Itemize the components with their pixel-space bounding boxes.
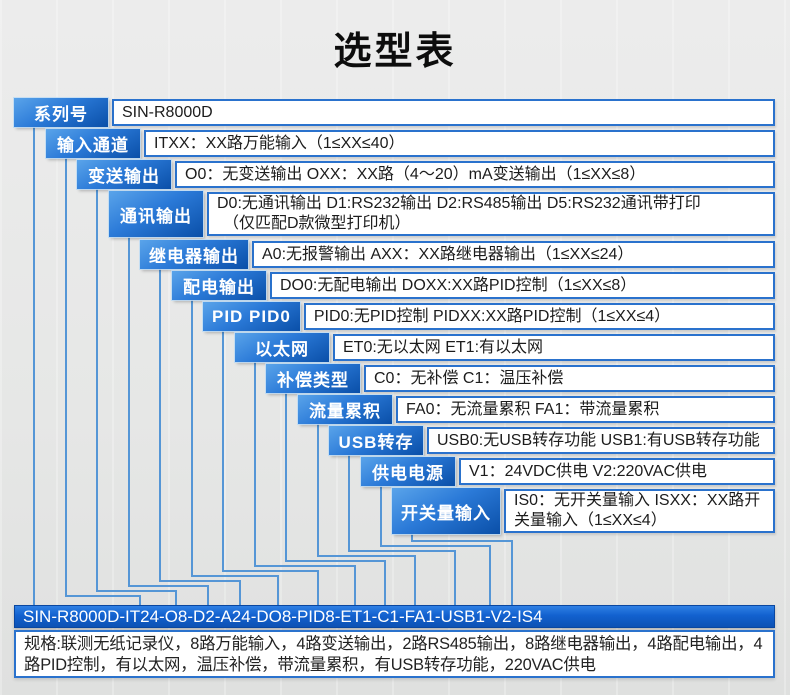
option-row-content-line1: ITXX：XX路万能输入（1≤XX≤40） <box>154 134 405 152</box>
option-row-label: 变送输出 <box>77 160 171 189</box>
option-row-content-line1: DO0:无配电输出 DOXX:XX路PID控制（1≤XX≤8） <box>280 276 637 294</box>
option-row-label: PID PID0 <box>203 302 300 331</box>
option-row-content-line1: PID0:无PID控制 PIDXX:XX路PID控制（1≤XX≤4） <box>313 307 671 325</box>
option-row-content-line1: IS0：无开关量输入 ISXX：XX路开关量输入（1≤XX≤4） <box>514 492 761 529</box>
option-row-label: USB转存 <box>329 426 423 455</box>
option-row: 流量累积 FA0：无流量累积 FA1：带流量累积 <box>298 395 775 424</box>
connector-line <box>254 360 356 607</box>
option-row-content-line1: O0：无变送输出 OXX：XX路（4～20）mA变送输出（1≤XX≤8） <box>185 165 646 183</box>
option-row-label: 开关量输入 <box>392 488 500 534</box>
option-row: 以太网 ET0:无以太网 ET1:有以太网 <box>235 333 775 362</box>
option-row-label: 配电输出 <box>172 271 266 300</box>
option-row-content: A0:无报警输出 AXX：XX路继电器输出（1≤XX≤24） <box>252 241 775 268</box>
option-row-content: O0：无变送输出 OXX：XX路（4～20）mA变送输出（1≤XX≤8） <box>175 161 775 188</box>
option-row: 供电电源 V1：24VDC供电 V2:220VAC供电 <box>361 457 775 486</box>
option-row-content-line1: USB0:无USB转存功能 USB1:有USB转存功能 <box>437 431 760 449</box>
option-row-content: PID0:无PID控制 PIDXX:XX路PID控制（1≤XX≤4） <box>303 303 775 330</box>
option-row-content: SIN-R8000D <box>112 99 775 126</box>
option-row-label: 流量累积 <box>298 395 392 424</box>
option-row-content: C0：无补偿 C1：温压补偿 <box>364 365 775 392</box>
option-row-label: 继电器输出 <box>140 240 248 269</box>
option-row-label: 输入通道 <box>46 129 140 158</box>
option-row-content-line2: （仅匹配D款微型打印机） <box>223 215 411 232</box>
connector-line <box>222 329 319 607</box>
option-row-label: 通讯输出 <box>109 191 203 237</box>
spec-box: 规格:联测无纸记录仪，8路万能输入，4路变送输出，2路RS485输出，8路继电器… <box>14 630 775 678</box>
option-row: 输入通道 ITXX：XX路万能输入（1≤XX≤40） <box>46 129 775 158</box>
option-row-content: ITXX：XX路万能输入（1≤XX≤40） <box>144 130 775 157</box>
option-row-content: DO0:无配电输出 DOXX:XX路PID控制（1≤XX≤8） <box>270 272 775 299</box>
connector-line <box>380 484 491 607</box>
connector-line <box>348 453 456 607</box>
option-row-content-line1: C0：无补偿 C1：温压补偿 <box>374 369 564 387</box>
option-row: USB转存 USB0:无USB转存功能 USB1:有USB转存功能 <box>329 426 775 455</box>
option-row-label: 补偿类型 <box>266 364 360 393</box>
option-row: PID PID0 PID0:无PID控制 PIDXX:XX路PID控制（1≤XX≤… <box>203 302 775 331</box>
option-row-content: D0:无通讯输出 D1:RS232输出 D2:RS485输出 D5:RS232通… <box>207 192 775 236</box>
option-row-content: V1：24VDC供电 V2:220VAC供电 <box>459 458 775 485</box>
connector-line <box>285 391 386 607</box>
option-row-content-line1: A0:无报警输出 AXX：XX路继电器输出（1≤XX≤24） <box>262 245 634 263</box>
connector-line <box>191 298 279 607</box>
option-row: 通讯输出 D0:无通讯输出 D1:RS232输出 D2:RS485输出 D5:RS… <box>109 191 775 237</box>
option-row-content: ET0:无以太网 ET1:有以太网 <box>333 334 775 361</box>
connector-line <box>159 267 241 607</box>
option-row-content-line1: SIN-R8000D <box>122 103 213 121</box>
connector-line <box>96 187 177 607</box>
option-row: 配电输出 DO0:无配电输出 DOXX:XX路PID控制（1≤XX≤8） <box>172 271 775 300</box>
option-row: 继电器输出 A0:无报警输出 AXX：XX路继电器输出（1≤XX≤24） <box>140 240 775 269</box>
option-row-content-line1: D0:无通讯输出 D1:RS232输出 D2:RS485输出 D5:RS232通… <box>217 195 701 212</box>
option-row: 系列号 SIN-R8000D <box>14 98 775 127</box>
option-row-label: 以太网 <box>235 333 329 362</box>
option-row-label: 系列号 <box>14 98 108 127</box>
model-code-bar: SIN-R8000D-IT24-O8-D2-A24-DO8-PID8-ET1-C… <box>14 605 775 628</box>
option-row-content: FA0：无流量累积 FA1：带流量累积 <box>396 396 775 423</box>
connector-line <box>317 422 416 607</box>
page-title: 选型表 <box>333 31 457 73</box>
option-row-content-line1: ET0:无以太网 ET1:有以太网 <box>343 338 544 356</box>
option-row-content: IS0：无开关量输入 ISXX：XX路开关量输入（1≤XX≤4） <box>504 489 775 533</box>
connector-line <box>411 532 513 607</box>
option-row: 变送输出 O0：无变送输出 OXX：XX路（4～20）mA变送输出（1≤XX≤8） <box>77 160 775 189</box>
option-row-content-line1: V1：24VDC供电 V2:220VAC供电 <box>469 462 708 480</box>
option-row: 补偿类型 C0：无补偿 C1：温压补偿 <box>266 364 775 393</box>
spec-text: 规格:联测无纸记录仪，8路万能输入，4路变送输出，2路RS485输出，8路继电器… <box>24 635 763 674</box>
option-row-content-line1: FA0：无流量累积 FA1：带流量累积 <box>406 400 660 418</box>
option-row-label: 供电电源 <box>361 457 455 486</box>
connector-line <box>128 235 209 607</box>
model-code-text: SIN-R8000D-IT24-O8-D2-A24-DO8-PID8-ET1-C… <box>23 606 543 626</box>
connector-line <box>65 156 141 607</box>
option-row: 开关量输入 IS0：无开关量输入 ISXX：XX路开关量输入（1≤XX≤4） <box>392 488 775 534</box>
option-row-content: USB0:无USB转存功能 USB1:有USB转存功能 <box>427 427 775 454</box>
